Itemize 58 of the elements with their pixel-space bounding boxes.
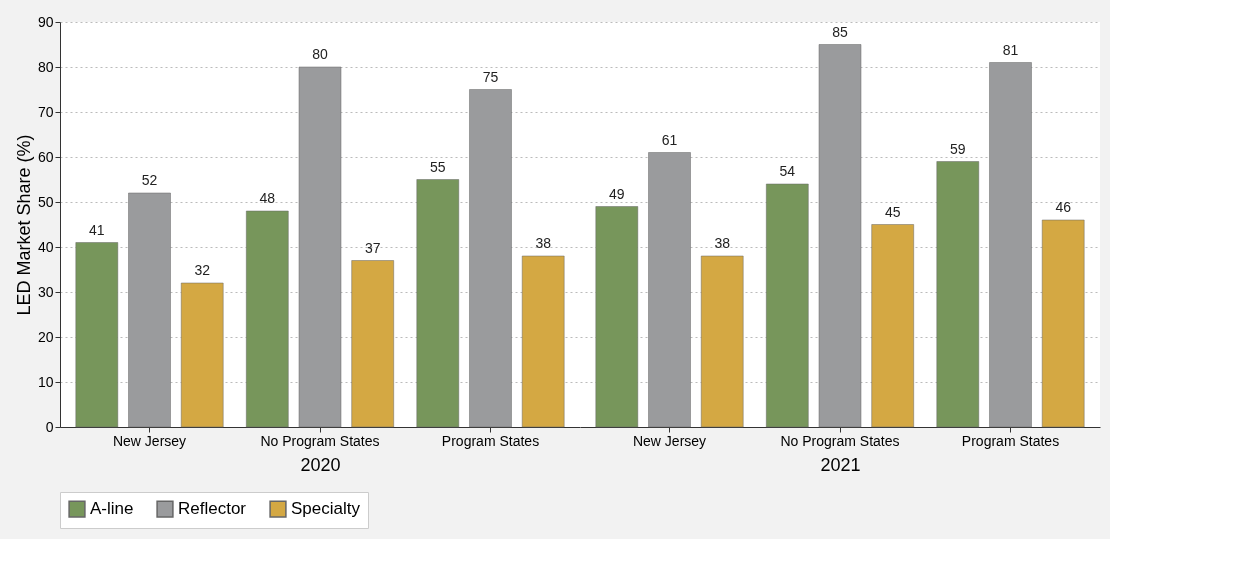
data-label: 85 [832, 23, 848, 40]
x-axis-title: 2021 [820, 454, 861, 475]
y-tick-label: 70 [37, 103, 54, 120]
y-tick-label: 30 [37, 283, 54, 300]
x-axis-title: 2020 [300, 454, 341, 475]
y-tick-label: 0 [45, 418, 54, 435]
bar [700, 255, 744, 428]
bar [180, 282, 224, 428]
data-label: 75 [482, 68, 499, 85]
data-label: 48 [259, 190, 276, 206]
data-label: 55 [430, 158, 446, 175]
bar [989, 62, 1032, 428]
y-tick-label: 50 [37, 193, 54, 210]
x-tick-label: Program States [961, 432, 1060, 449]
bar [936, 161, 980, 428]
bar [766, 183, 809, 428]
y-tick-label: 20 [37, 328, 54, 345]
data-label: 46 [1055, 199, 1072, 215]
data-label: 61 [661, 131, 678, 148]
y-axis-title: LED Market Share (%) [13, 134, 34, 316]
data-label: 59 [950, 140, 966, 157]
data-label: 52 [141, 172, 158, 188]
data-label: 37 [364, 239, 381, 256]
bar [351, 260, 394, 428]
bar [75, 242, 119, 428]
legend-label: A-line [90, 499, 134, 519]
bar [128, 192, 171, 428]
data-label: 38 [714, 235, 731, 251]
data-label: 49 [609, 185, 625, 202]
bar [871, 224, 914, 428]
bar [1041, 219, 1085, 428]
bar [246, 210, 289, 428]
bar [818, 44, 862, 428]
legend-label: Reflector [178, 499, 247, 519]
data-label: 80 [312, 46, 328, 62]
data-label: 45 [884, 203, 901, 220]
bar [469, 89, 512, 428]
data-label: 41 [89, 221, 105, 238]
bar [416, 179, 460, 428]
data-label: 81 [1002, 41, 1019, 58]
x-tick-label: Program States [441, 432, 540, 449]
legend-label: Specialty [291, 499, 361, 519]
bar [521, 255, 565, 428]
bar [595, 206, 639, 428]
x-tick-label: New Jersey [632, 432, 707, 449]
x-tick-label: No Program States [260, 432, 380, 449]
y-tick-label: 40 [37, 238, 54, 255]
data-label: 54 [779, 163, 796, 179]
x-tick-label: No Program States [780, 432, 900, 449]
y-tick-label: 60 [37, 148, 54, 165]
y-tick-label: 10 [37, 373, 54, 390]
bar [648, 152, 691, 428]
bar [298, 66, 342, 428]
y-tick-label: 90 [37, 13, 54, 30]
data-label: 38 [535, 235, 552, 251]
y-tick-label: 80 [37, 58, 54, 75]
data-label: 32 [194, 262, 211, 278]
x-tick-label: New Jersey [112, 432, 187, 449]
